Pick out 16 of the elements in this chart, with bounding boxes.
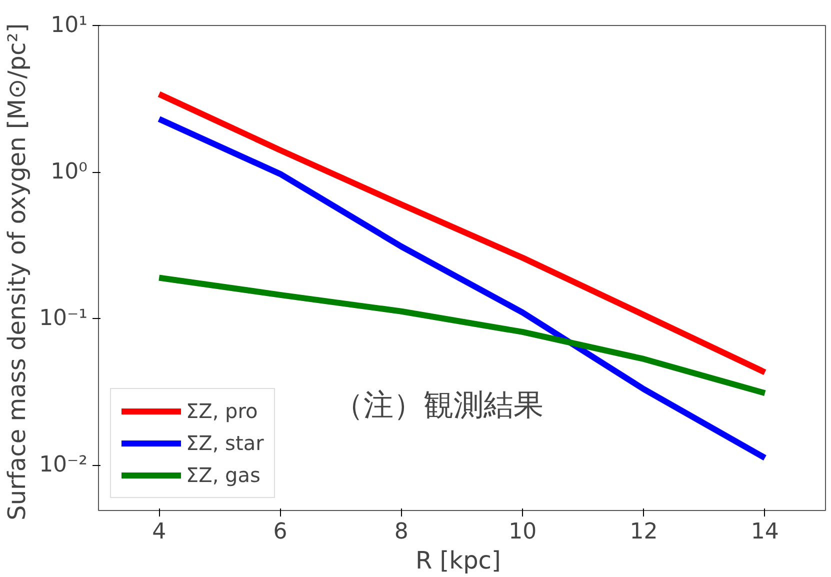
y-tick-label: 10¹	[50, 13, 88, 38]
annotation: （注）観測結果	[334, 388, 544, 423]
y-tick-label: 10⁻¹	[39, 306, 88, 332]
x-tick-label: 10	[508, 520, 537, 544]
legend-label: ΣZ, pro	[186, 399, 258, 423]
x-axis-title: R [kpc]	[416, 546, 501, 574]
legend-label: ΣZ, star	[186, 431, 264, 455]
x-tick-label: 14	[750, 520, 779, 544]
y-tick-label: 10⁰	[50, 160, 88, 185]
x-tick-label: 6	[273, 520, 288, 544]
y-tick-label: 10⁻²	[39, 452, 88, 478]
y-axis-title: Surface mass density of oxygen [M⊙/pc²]	[3, 23, 32, 520]
x-tick-label: 4	[152, 520, 166, 544]
legend-label: ΣZ, gas	[186, 463, 260, 487]
x-tick-label: 8	[394, 520, 408, 544]
x-tick-label: 12	[630, 520, 658, 544]
